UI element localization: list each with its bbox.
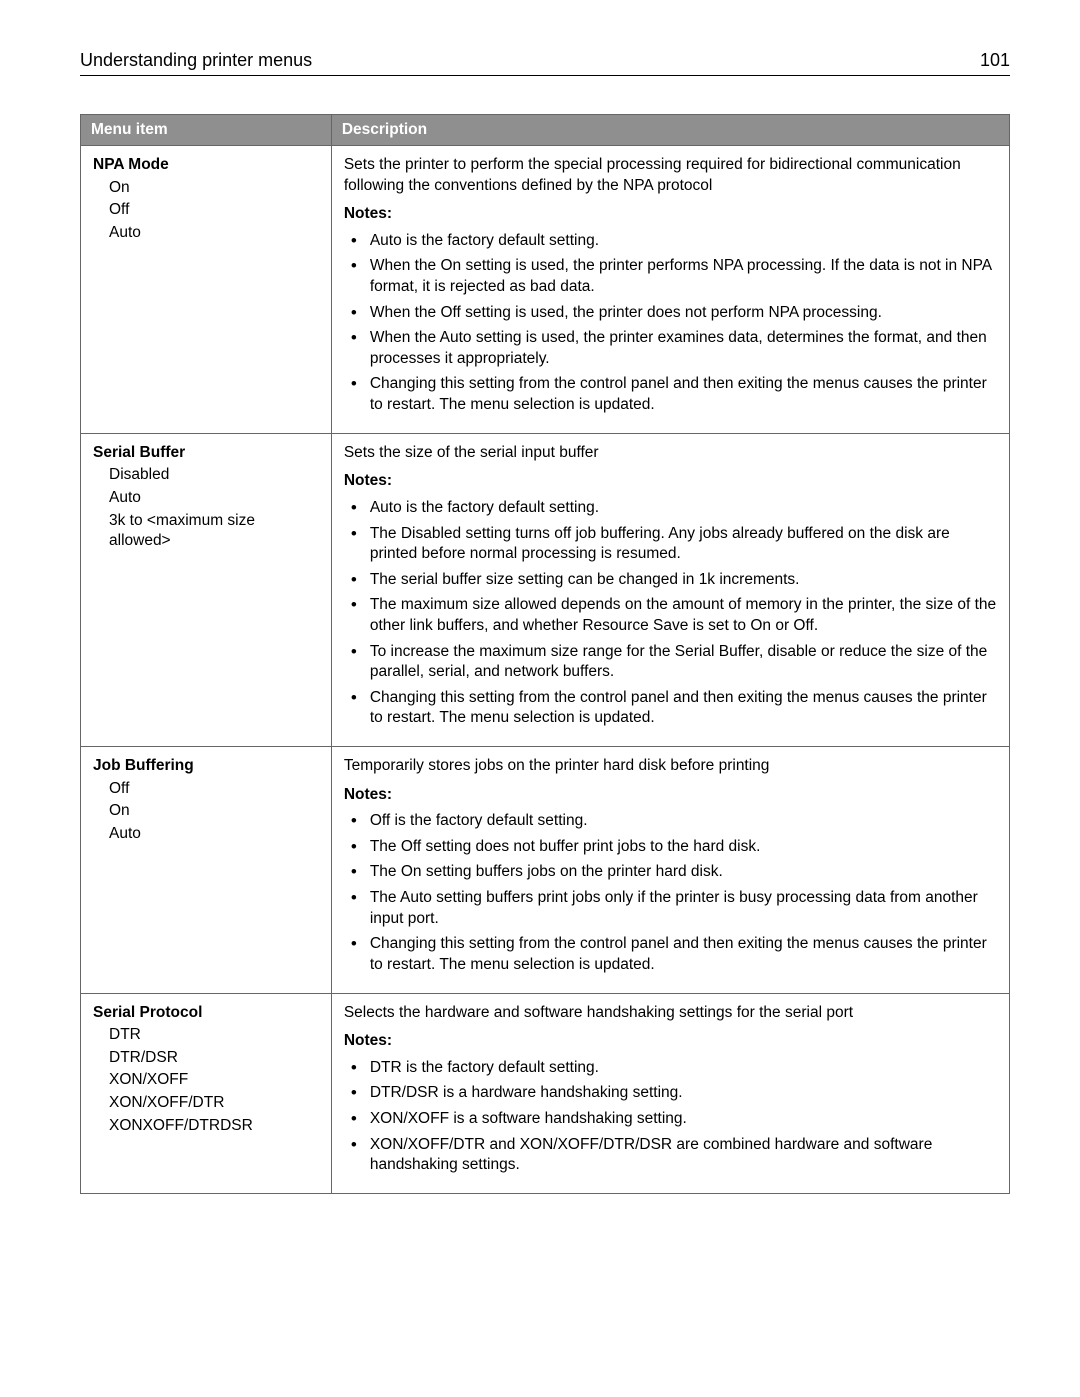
menu-item-options: OnOffAuto (93, 178, 319, 244)
column-header-description: Description (331, 115, 1009, 146)
note-item: To increase the maximum size range for t… (366, 642, 997, 683)
menu-item-options: DTRDTR/DSRXON/XOFFXON/XOFF/DTRXONXOFF/DT… (93, 1025, 319, 1136)
menu-table: Menu item Description NPA ModeOnOffAutoS… (80, 114, 1010, 1194)
header-title: Understanding printer menus (80, 50, 312, 71)
menu-item-option: 3k to <maximum size allowed> (109, 511, 319, 552)
menu-item-option: Off (109, 779, 319, 800)
menu-item-cell: Serial ProtocolDTRDTR/DSRXON/XOFFXON/XOF… (81, 993, 332, 1193)
menu-item-title: Serial Protocol (93, 1003, 319, 1024)
description-cell: Temporarily stores jobs on the printer h… (331, 747, 1009, 993)
menu-item-title: Job Buffering (93, 756, 319, 777)
note-item: XON/XOFF/DTR and XON/XOFF/DTR/DSR are co… (366, 1135, 997, 1176)
notes-list: Auto is the factory default setting. The … (344, 498, 997, 729)
note-item: The maximum size allowed depends on the … (366, 595, 997, 636)
note-item: DTR/DSR is a hardware handshaking settin… (366, 1083, 997, 1104)
page-number: 101 (980, 50, 1010, 71)
page-header: Understanding printer menus 101 (80, 50, 1010, 76)
note-item: Changing this setting from the control p… (366, 688, 997, 729)
note-item: The Off setting does not buffer print jo… (366, 837, 997, 858)
note-item: The Auto setting buffers print jobs only… (366, 888, 997, 929)
menu-item-option: Off (109, 200, 319, 221)
description-cell: Sets the printer to perform the special … (331, 146, 1009, 434)
table-row: Serial BufferDisabledAuto3k to <maximum … (81, 433, 1010, 746)
table-row: Job BufferingOffOnAuto Temporarily stores… (81, 747, 1010, 993)
description-lead: Temporarily stores jobs on the printer h… (344, 756, 997, 777)
note-item: The Disabled setting turns off job buffe… (366, 524, 997, 565)
description-lead: Sets the printer to perform the special … (344, 155, 997, 196)
notes-label: Notes: (344, 1031, 997, 1052)
menu-item-option: Disabled (109, 465, 319, 486)
menu-item-option: DTR/DSR (109, 1048, 319, 1069)
menu-item-option: DTR (109, 1025, 319, 1046)
note-item: Changing this setting from the control p… (366, 934, 997, 975)
menu-item-options: OffOnAuto (93, 779, 319, 845)
note-item: When the Auto setting is used, the print… (366, 328, 997, 369)
menu-item-option: Auto (109, 223, 319, 244)
notes-label: Notes: (344, 785, 997, 806)
notes-label: Notes: (344, 471, 997, 492)
menu-item-options: DisabledAuto3k to <maximum size allowed> (93, 465, 319, 551)
note-item: The On setting buffers jobs on the print… (366, 862, 997, 883)
description-cell: Sets the size of the serial input buffer… (331, 433, 1009, 746)
note-item: Off is the factory default setting. (366, 811, 997, 832)
menu-item-option: Auto (109, 488, 319, 509)
description-lead: Selects the hardware and software handsh… (344, 1003, 997, 1024)
menu-item-option: Auto (109, 824, 319, 845)
menu-item-title: Serial Buffer (93, 443, 319, 464)
notes-label: Notes: (344, 204, 997, 225)
notes-list: DTR is the factory default setting. DTR/D… (344, 1058, 997, 1176)
note-item: Auto is the factory default setting. (366, 498, 997, 519)
description-cell: Selects the hardware and software handsh… (331, 993, 1009, 1193)
column-header-menu-item: Menu item (81, 115, 332, 146)
table-row: Serial ProtocolDTRDTR/DSRXON/XOFFXON/XOF… (81, 993, 1010, 1193)
menu-item-option: On (109, 178, 319, 199)
note-item: Changing this setting from the control p… (366, 374, 997, 415)
menu-item-cell: Job BufferingOffOnAuto (81, 747, 332, 993)
note-item: Auto is the factory default setting. (366, 231, 997, 252)
menu-item-title: NPA Mode (93, 155, 319, 176)
menu-item-option: XON/XOFF/DTR (109, 1093, 319, 1114)
description-lead: Sets the size of the serial input buffer (344, 443, 997, 464)
note-item: When the On setting is used, the printer… (366, 256, 997, 297)
menu-item-option: XON/XOFF (109, 1070, 319, 1091)
note-item: XON/XOFF is a software handshaking setti… (366, 1109, 997, 1130)
menu-item-option: XONXOFF/DTRDSR (109, 1116, 319, 1137)
menu-item-cell: NPA ModeOnOffAuto (81, 146, 332, 434)
menu-item-cell: Serial BufferDisabledAuto3k to <maximum … (81, 433, 332, 746)
notes-list: Off is the factory default setting. The O… (344, 811, 997, 975)
notes-list: Auto is the factory default setting. When… (344, 231, 997, 416)
note-item: The serial buffer size setting can be ch… (366, 570, 997, 591)
table-row: NPA ModeOnOffAuto Sets the printer to per… (81, 146, 1010, 434)
menu-item-option: On (109, 801, 319, 822)
note-item: When the Off setting is used, the printe… (366, 303, 997, 324)
note-item: DTR is the factory default setting. (366, 1058, 997, 1079)
